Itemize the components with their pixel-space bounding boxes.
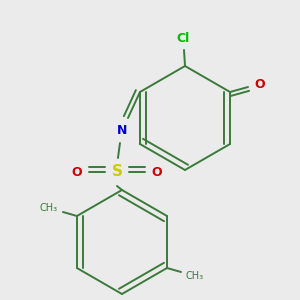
Text: O: O — [255, 77, 265, 91]
Text: CH₃: CH₃ — [40, 203, 58, 213]
Text: O: O — [72, 166, 82, 178]
Text: Cl: Cl — [176, 32, 190, 44]
Text: CH₃: CH₃ — [186, 271, 204, 281]
Text: S: S — [112, 164, 122, 179]
Text: O: O — [152, 166, 162, 178]
Text: N: N — [117, 124, 127, 136]
